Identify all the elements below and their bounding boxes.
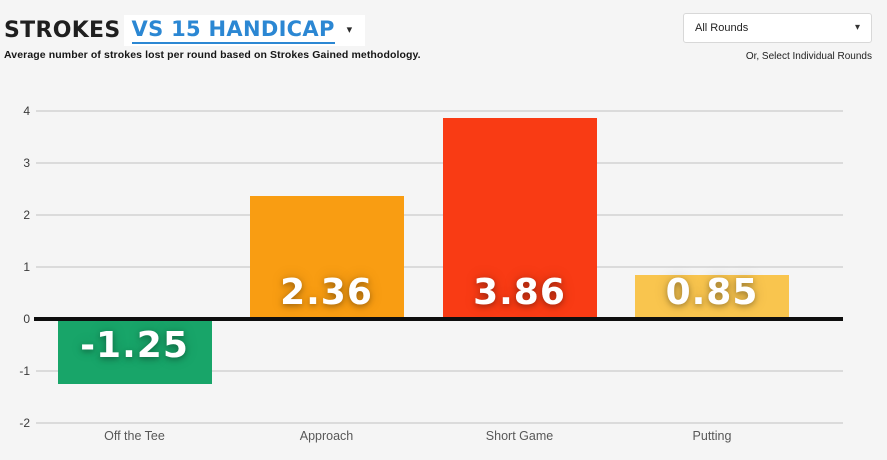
page-header: STROKES VS 15 HANDICAP ▾: [4, 15, 366, 46]
chevron-down-icon: ▾: [346, 24, 353, 36]
y-tick-label: 1: [23, 260, 30, 274]
page-subtitle: Average number of strokes lost per round…: [4, 49, 421, 61]
comparison-dropdown-label: VS 15 HANDICAP: [131, 17, 335, 44]
gridline: [36, 110, 843, 112]
bar-short-game: 3.86: [442, 118, 597, 321]
x-axis-label-approach: Approach: [299, 429, 354, 443]
zero-axis-line: [34, 317, 843, 321]
page-title: STROKES: [4, 18, 121, 43]
gridline: [36, 214, 843, 216]
y-tick-label: 0: [23, 312, 30, 326]
bar-approach: 2.36: [249, 196, 404, 321]
bar-value-label: 0.85: [665, 271, 759, 313]
comparison-dropdown[interactable]: VS 15 HANDICAP ▾: [123, 15, 366, 46]
rounds-select-value: All Rounds: [695, 22, 749, 34]
bar-putting: 0.85: [635, 271, 789, 321]
gridline: [36, 162, 843, 164]
bar-off-the-tee: -1.25: [57, 321, 212, 384]
x-axis-label-short-game: Short Game: [485, 429, 554, 443]
x-axis-label-putting: Putting: [692, 429, 732, 443]
gridline: [36, 370, 843, 372]
rounds-select[interactable]: All Rounds ▾: [683, 13, 872, 43]
select-individual-rounds-link[interactable]: Or, Select Individual Rounds: [745, 51, 872, 62]
gridline: [36, 422, 843, 424]
bar-value-label: 2.36: [280, 271, 373, 313]
bar-value-label: 3.86: [473, 271, 566, 313]
chevron-down-icon: ▾: [854, 22, 860, 33]
x-axis-label-off-the-tee: Off the Tee: [104, 429, 165, 443]
y-tick-label: -1: [19, 364, 30, 378]
y-tick-label: 3: [23, 156, 30, 170]
bar-value-label: -1.25: [80, 325, 189, 366]
y-tick-label: -2: [19, 416, 30, 430]
y-tick-label: 2: [23, 208, 30, 222]
y-tick-label: 4: [23, 104, 30, 118]
gridline: [36, 266, 843, 268]
